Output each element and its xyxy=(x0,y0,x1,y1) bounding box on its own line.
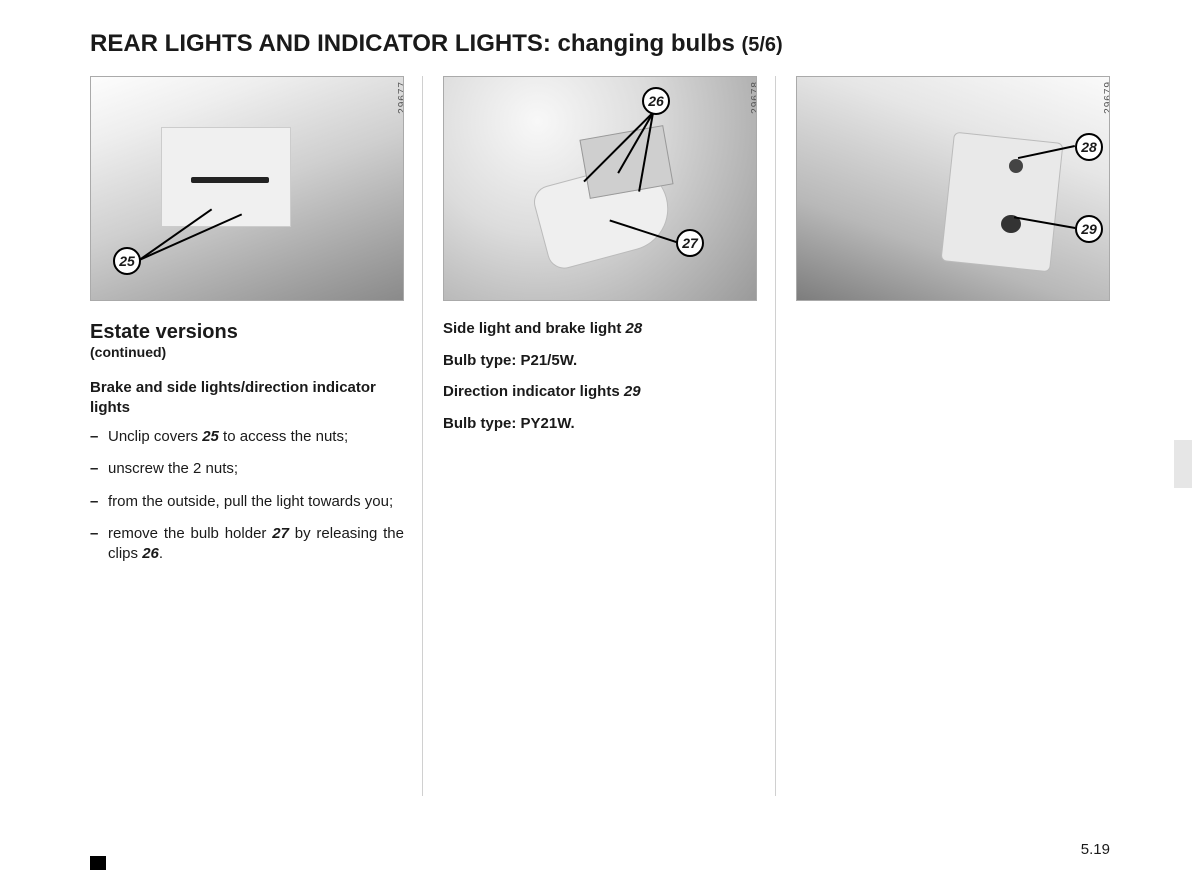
figure-id: 29679 xyxy=(1103,81,1110,114)
page-title: REAR LIGHTS AND INDICATOR LIGHTS: changi… xyxy=(90,30,1110,58)
figure-id: 29678 xyxy=(750,81,757,114)
callout-25: 25 xyxy=(113,247,141,275)
title-part: (5/6) xyxy=(742,34,783,56)
figure-3: 29679 28 29 xyxy=(796,76,1110,301)
figure-1: 29677 25 xyxy=(90,76,404,301)
step-item: from the outside, pull the light towards… xyxy=(90,492,404,512)
step-item: remove the bulb holder 27 by releasing t… xyxy=(90,524,404,565)
callout-29: 29 xyxy=(1075,215,1103,243)
page-number: 5.19 xyxy=(1081,841,1110,858)
bulb-spec-block: Side light and brake light 28 Bulb type:… xyxy=(443,319,757,445)
content-columns: 29677 25 Estate versions (continued) Brak… xyxy=(90,76,1110,796)
callout-27: 27 xyxy=(676,229,704,257)
figure-id: 29677 xyxy=(397,81,404,114)
ref-num: 25 xyxy=(202,428,219,445)
spec-line: Side light and brake light 28 xyxy=(443,319,757,339)
continued-label: (continued) xyxy=(90,344,404,360)
title-main: REAR LIGHTS AND INDICATOR LIGHTS: changi… xyxy=(90,30,735,57)
spec-text: Side light and brake light xyxy=(443,320,626,337)
column-3: 29679 28 29 xyxy=(796,76,1110,796)
footer-tab xyxy=(90,856,106,870)
callout-26: 26 xyxy=(642,87,670,115)
step-item: unscrew the 2 nuts; xyxy=(90,459,404,479)
callout-28: 28 xyxy=(1075,133,1103,161)
side-tab xyxy=(1174,440,1192,488)
spec-line: Direction indicator lights 29 xyxy=(443,382,757,402)
ref-29: 29 xyxy=(624,383,641,400)
spec-line: Bulb type: PY21W. xyxy=(443,414,757,434)
spec-text: Direction indicator lights xyxy=(443,383,624,400)
step-item: Unclip covers 25 to access the nuts; xyxy=(90,427,404,447)
subsection-heading: Brake and side lights/direction indicato… xyxy=(90,378,404,417)
column-1: 29677 25 Estate versions (continued) Brak… xyxy=(90,76,423,796)
section-heading: Estate versions xyxy=(90,321,404,344)
column-2: 29678 26 27 Side light and brake light 28 … xyxy=(443,76,776,796)
ref-num: 27 xyxy=(272,525,289,542)
ref-28: 28 xyxy=(626,320,643,337)
spec-line: Bulb type: P21/5W. xyxy=(443,351,757,371)
steps-list: Unclip covers 25 to access the nuts; unsc… xyxy=(90,427,404,576)
ref-num: 26 xyxy=(142,545,159,562)
figure-2: 29678 26 27 xyxy=(443,76,757,301)
